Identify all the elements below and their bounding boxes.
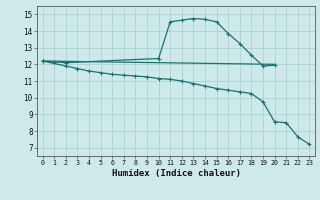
X-axis label: Humidex (Indice chaleur): Humidex (Indice chaleur) <box>111 169 241 178</box>
